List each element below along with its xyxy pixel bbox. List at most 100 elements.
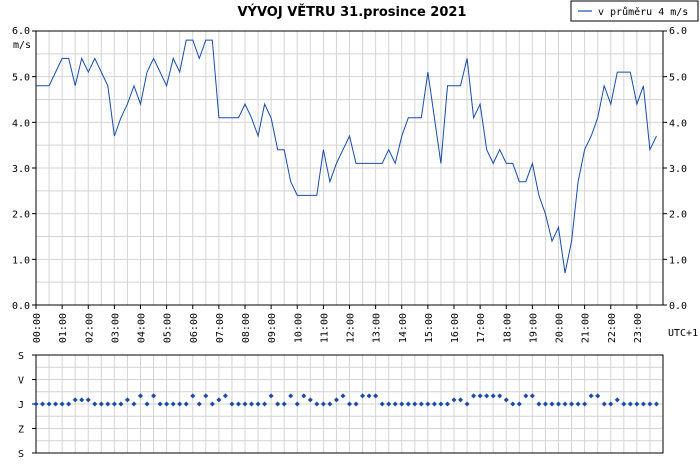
direction-point <box>569 401 575 407</box>
y-tick-label-left: 4.0 <box>12 118 30 129</box>
direction-point <box>170 401 176 407</box>
y-tick-label-left: 5.0 <box>12 73 30 84</box>
x-tick-label: 19:00 <box>528 313 539 343</box>
direction-point <box>177 401 183 407</box>
direction-point <box>216 397 222 403</box>
y-tick-label-right: 4.0 <box>669 118 687 129</box>
direction-point <box>307 397 313 403</box>
x-tick-label: 05:00 <box>163 313 174 343</box>
legend-box <box>570 0 699 22</box>
x-tick-label: 09:00 <box>267 313 278 343</box>
x-tick-label: 07:00 <box>215 313 226 343</box>
direction-point <box>144 401 150 407</box>
direction-point <box>333 397 339 403</box>
x-tick-label: 12:00 <box>346 313 357 343</box>
speed-grid <box>35 30 664 306</box>
direction-tick-label: J <box>18 400 24 411</box>
direction-point <box>418 401 424 407</box>
direction-point <box>490 393 496 399</box>
direction-point <box>627 401 633 407</box>
direction-point <box>79 397 85 403</box>
direction-point <box>438 401 444 407</box>
direction-point <box>510 401 516 407</box>
direction-point <box>242 401 248 407</box>
direction-point <box>320 401 326 407</box>
x-tick-label: 00:00 <box>32 313 43 343</box>
direction-point <box>373 393 379 399</box>
direction-point <box>301 393 307 399</box>
direction-point <box>412 401 418 407</box>
direction-point <box>229 401 235 407</box>
direction-point <box>40 401 46 407</box>
x-axis-timezone-label: UTC+1 <box>668 328 698 339</box>
direction-point <box>503 397 509 403</box>
y-tick-label-left: 3.0 <box>12 164 30 175</box>
direction-point <box>314 401 320 407</box>
direction-point <box>92 401 98 407</box>
direction-point <box>105 401 111 407</box>
direction-point <box>164 401 170 407</box>
direction-point <box>379 401 385 407</box>
direction-point <box>588 393 594 399</box>
direction-tick-label: Z <box>18 425 24 436</box>
direction-point <box>33 401 39 407</box>
x-tick-label: 14:00 <box>398 313 409 343</box>
direction-point <box>360 393 366 399</box>
direction-point <box>196 401 202 407</box>
direction-point <box>621 401 627 407</box>
direction-point <box>471 393 477 399</box>
direction-point <box>157 401 163 407</box>
direction-point <box>85 397 91 403</box>
direction-point <box>340 393 346 399</box>
direction-point <box>183 401 189 407</box>
x-tick-label: 13:00 <box>372 313 383 343</box>
x-tick-label: 17:00 <box>476 313 487 343</box>
x-tick-label: 03:00 <box>110 313 121 343</box>
direction-point <box>405 401 411 407</box>
x-tick-label: 23:00 <box>633 313 644 343</box>
x-tick-label: 04:00 <box>137 313 148 343</box>
x-tick-label: 06:00 <box>189 313 200 343</box>
direction-point <box>464 401 470 407</box>
direction-point <box>608 401 614 407</box>
y-tick-label-right: 1.0 <box>669 255 687 266</box>
direction-point <box>118 401 124 407</box>
direction-point <box>562 401 568 407</box>
direction-points <box>33 393 659 407</box>
direction-point <box>255 401 261 407</box>
chart-title: VÝVOJ VĚTRU 31.prosince 2021 <box>238 4 467 20</box>
direction-point <box>386 401 392 407</box>
y-tick-label-left: 0.0 <box>12 301 30 312</box>
direction-point <box>542 401 548 407</box>
direction-point <box>53 401 59 407</box>
direction-point <box>516 401 522 407</box>
direction-tick-label: S <box>18 449 24 460</box>
direction-point <box>451 397 457 403</box>
speed-y-ticks-right: 0.0 1.0 2.0 3.0 4.0 5.0 6.0 <box>663 26 687 312</box>
direction-point <box>281 401 287 407</box>
direction-point <box>98 401 104 407</box>
direction-point <box>366 393 372 399</box>
x-tick-label: 22:00 <box>607 313 618 343</box>
direction-point <box>634 401 640 407</box>
direction-point <box>268 393 274 399</box>
x-tick-labels: 00:00 01:00 02:00 03:00 04:00 05:00 06:00 07:00… <box>32 305 644 343</box>
direction-point <box>131 401 137 407</box>
direction-point <box>327 401 333 407</box>
x-tick-label: 11:00 <box>319 313 330 343</box>
direction-point <box>124 397 130 403</box>
direction-point <box>601 401 607 407</box>
speed-y-ticks-left: 0.0 1.0 2.0 3.0 4.0 5.0 6.0 <box>12 26 36 312</box>
direction-point <box>353 401 359 407</box>
direction-point <box>288 393 294 399</box>
direction-point <box>392 401 398 407</box>
x-tick-label: 08:00 <box>241 313 252 343</box>
direction-point <box>66 401 72 407</box>
y-tick-label-right: 5.0 <box>669 73 687 84</box>
direction-point <box>647 401 653 407</box>
direction-point <box>151 393 157 399</box>
direction-point <box>425 401 431 407</box>
direction-point <box>431 401 437 407</box>
